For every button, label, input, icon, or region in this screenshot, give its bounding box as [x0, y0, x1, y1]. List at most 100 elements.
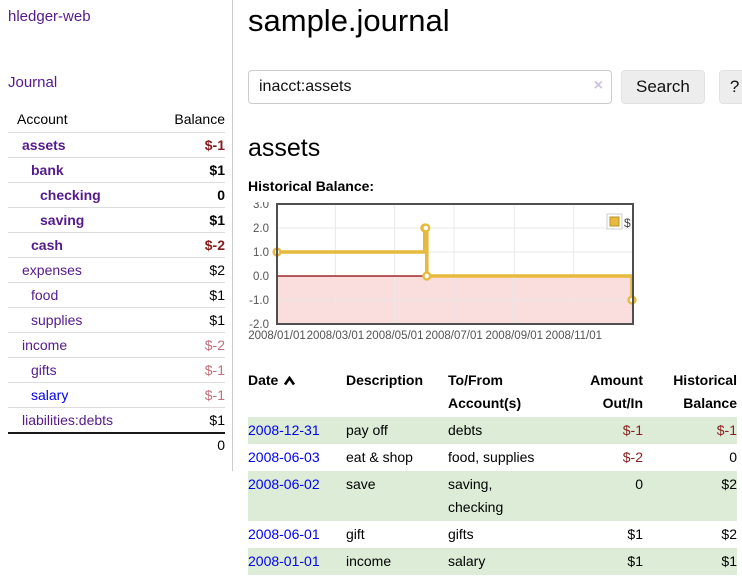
transaction-amount: 0: [635, 476, 643, 492]
main-content: sample.journal × Search ? assets Histori…: [248, 0, 742, 575]
account-link[interactable]: salary: [31, 387, 69, 403]
account-row: bank $1: [8, 157, 225, 183]
account-link[interactable]: saving: [40, 212, 85, 228]
account-balance: $1: [209, 412, 225, 428]
svg-text:$: $: [624, 216, 631, 230]
svg-text:2.0: 2.0: [253, 223, 269, 235]
clear-search-icon[interactable]: ×: [593, 77, 603, 94]
account-row: salary $-1: [8, 382, 225, 408]
svg-text:2008/05/01: 2008/05/01: [366, 330, 424, 342]
svg-text:-2.0: -2.0: [249, 319, 269, 331]
brand-link[interactable]: hledger-web: [8, 8, 91, 25]
transaction-balance: $2: [721, 526, 737, 542]
transaction-date-link[interactable]: 2008-01-01: [248, 553, 320, 569]
total-balance: 0: [154, 432, 225, 457]
account-row: food $1: [8, 282, 225, 308]
svg-text:2008/11/01: 2008/11/01: [545, 330, 602, 342]
account-balance: $1: [209, 212, 225, 228]
transaction-accounts: debts: [448, 422, 483, 438]
date-column-header[interactable]: Date: [248, 367, 346, 417]
account-balance: $1: [209, 312, 225, 328]
account-balance: $-2: [204, 337, 225, 353]
account-balance: $2: [209, 262, 225, 278]
balance-column-header-main: Historical Balance: [673, 372, 737, 411]
register-table: Date Description To/From Account(s) Amou…: [248, 367, 737, 575]
account-page-title: assets: [248, 134, 321, 162]
search-input[interactable]: [248, 70, 612, 104]
register-row: 2008-12-31 pay off debts $-1 $-1: [248, 417, 737, 444]
chart-label: Historical Balance:: [248, 178, 375, 194]
account-balance: $-1: [204, 387, 225, 403]
transaction-balance: $1: [721, 553, 737, 569]
transaction-amount: $1: [627, 553, 643, 569]
transaction-description: pay off: [346, 422, 388, 438]
balance-column-header: Balance: [174, 111, 225, 127]
sort-ascending-icon: [283, 373, 296, 389]
account-link[interactable]: expenses: [22, 262, 82, 278]
account-link[interactable]: checking: [40, 187, 101, 203]
total-row: 0: [8, 432, 225, 457]
account-row: expenses $2: [8, 257, 225, 283]
transaction-amount: $-2: [622, 449, 643, 465]
help-button[interactable]: ?: [718, 70, 742, 104]
transaction-balance: 0: [729, 449, 737, 465]
account-link[interactable]: supplies: [31, 312, 83, 328]
account-balance: $1: [209, 162, 225, 178]
sidebar: hledger-web Journal Account Balance asse…: [0, 0, 233, 471]
transaction-balance: $-1: [716, 422, 737, 438]
svg-text:3.0: 3.0: [253, 202, 269, 211]
transaction-description: income: [346, 553, 392, 569]
search-button[interactable]: Search: [621, 70, 705, 104]
account-link[interactable]: gifts: [31, 362, 57, 378]
transaction-description: eat & shop: [346, 449, 413, 465]
svg-text:2008/07/01: 2008/07/01: [425, 330, 483, 342]
sidebar-item-journal[interactable]: Journal: [8, 74, 58, 91]
account-table-header: Account Balance: [8, 107, 225, 133]
transaction-accounts: salary: [448, 553, 486, 569]
transaction-date-link[interactable]: 2008-06-03: [248, 449, 320, 465]
page-title: sample.journal: [248, 3, 450, 38]
account-balance: $-2: [204, 237, 225, 253]
account-row: supplies $1: [8, 307, 225, 333]
svg-text:2008/01/01: 2008/01/01: [248, 330, 306, 342]
account-link[interactable]: food: [31, 287, 59, 303]
account-balance: 0: [217, 187, 225, 203]
svg-text:2008/09/01: 2008/09/01: [486, 330, 544, 342]
account-row: assets $-1: [8, 132, 225, 158]
svg-text:-1.0: -1.0: [249, 295, 269, 307]
account-balance-table: Account Balance assets $-1 bank $1 check…: [8, 107, 225, 457]
search-form: × Search ?: [248, 70, 742, 104]
account-link[interactable]: income: [22, 337, 68, 353]
transaction-accounts: gifts: [448, 526, 474, 542]
transaction-accounts: saving, checking: [448, 476, 504, 515]
account-row: gifts $-1: [8, 357, 225, 383]
account-row: cash $-2: [8, 232, 225, 258]
account-balance: $-1: [204, 362, 225, 378]
description-column-header: Description: [346, 372, 424, 388]
account-balance: $1: [209, 287, 225, 303]
account-balance: $-1: [204, 137, 225, 153]
accounts-column-header: To/From Account(s): [448, 372, 522, 411]
account-link[interactable]: assets: [22, 137, 66, 153]
transaction-date-link[interactable]: 2008-12-31: [248, 422, 320, 438]
svg-text:2008/03/01: 2008/03/01: [307, 330, 365, 342]
register-header-row: Date Description To/From Account(s) Amou…: [248, 367, 737, 417]
account-row: checking 0: [8, 182, 225, 208]
account-link[interactable]: cash: [31, 237, 63, 253]
transaction-date-link[interactable]: 2008-06-01: [248, 526, 320, 542]
transaction-description: save: [346, 476, 376, 492]
account-row: saving $1: [8, 207, 225, 233]
svg-text:0.0: 0.0: [253, 271, 269, 283]
transaction-balance: $2: [721, 476, 737, 492]
transaction-amount: $1: [627, 526, 643, 542]
transaction-date-link[interactable]: 2008-06-02: [248, 476, 320, 492]
register-row: 2008-06-01 gift gifts $1 $2: [248, 521, 737, 548]
transaction-accounts: food, supplies: [448, 449, 535, 465]
register-row: 2008-01-01 income salary $1 $1: [248, 548, 737, 575]
account-link[interactable]: liabilities:debts: [22, 412, 114, 428]
transaction-amount: $-1: [622, 422, 643, 438]
account-link[interactable]: bank: [31, 162, 64, 178]
account-column-header: Account: [17, 111, 68, 127]
historical-balance-chart: $3.0 2.0 1.0 0.0 -1.0 -2.0 2008/01/01 2008/03/0…: [248, 199, 740, 347]
